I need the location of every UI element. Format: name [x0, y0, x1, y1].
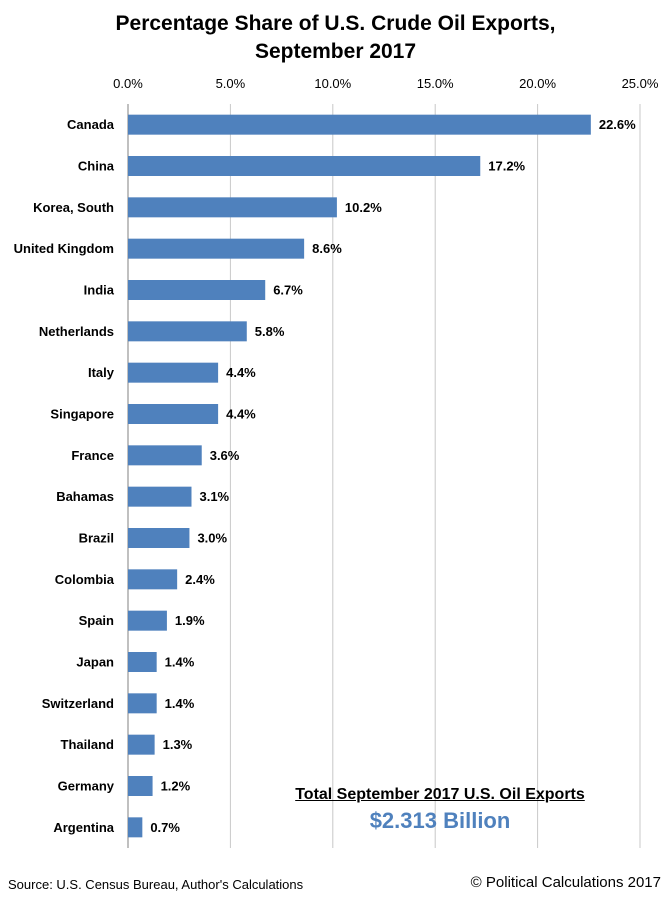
bar [128, 197, 337, 218]
x-tick-label: 25.0% [622, 76, 659, 91]
bar [128, 321, 247, 342]
category-label: Canada [67, 117, 115, 132]
data-label: 3.0% [197, 531, 227, 546]
source-note: Source: U.S. Census Bureau, Author's Cal… [8, 877, 304, 892]
data-label: 1.2% [161, 779, 191, 794]
category-label: Bahamas [56, 489, 114, 504]
data-label: 17.2% [488, 159, 525, 174]
data-label: 8.6% [312, 241, 342, 256]
data-label: 1.9% [175, 613, 205, 628]
credit-note: © Political Calculations 2017 [470, 874, 661, 891]
total-exports-label: Total September 2017 U.S. Oil Exports [295, 786, 585, 803]
bar [128, 569, 178, 590]
category-label: France [71, 448, 114, 463]
x-tick-label: 20.0% [519, 76, 556, 91]
chart-title-line1: Percentage Share of U.S. Crude Oil Expor… [115, 12, 556, 35]
bar [128, 445, 202, 466]
data-label: 4.4% [226, 365, 256, 380]
bar [128, 114, 591, 135]
bar [128, 362, 219, 383]
chart-title: Percentage Share of U.S. Crude Oil Expor… [0, 10, 671, 66]
bar [128, 817, 143, 838]
x-tick-label: 5.0% [216, 76, 246, 91]
category-label: Netherlands [39, 324, 114, 339]
bar [128, 693, 157, 714]
category-label: India [84, 283, 115, 298]
total-exports-annotation: Total September 2017 U.S. Oil Exports $2… [270, 786, 610, 834]
category-label: Argentina [53, 820, 114, 835]
category-label: Spain [79, 613, 114, 628]
bar [128, 486, 192, 507]
data-label: 22.6% [599, 117, 636, 132]
category-label: China [78, 159, 115, 174]
bar [128, 776, 153, 796]
data-label: 5.8% [255, 324, 285, 339]
data-label: 10.2% [345, 200, 382, 215]
data-label: 3.1% [199, 489, 229, 504]
bar [128, 652, 157, 672]
bar [128, 734, 155, 755]
category-label: Italy [88, 365, 115, 380]
data-label: 2.4% [185, 572, 215, 587]
data-label: 4.4% [226, 407, 256, 422]
data-label: 1.3% [163, 737, 193, 752]
total-exports-value: $2.313 Billion [369, 808, 511, 833]
bar [128, 610, 167, 631]
x-tick-label: 10.0% [314, 76, 351, 91]
chart-title-line2: September 2017 [254, 40, 417, 63]
category-label: Brazil [79, 531, 114, 546]
bar [128, 404, 219, 424]
category-label: United Kingdom [14, 241, 114, 256]
category-label: Thailand [61, 737, 115, 752]
bar [128, 280, 266, 300]
category-label: Germany [58, 779, 115, 794]
category-label: Singapore [50, 407, 114, 422]
category-label: Switzerland [42, 696, 114, 711]
data-label: 1.4% [165, 655, 195, 670]
bar [128, 156, 481, 176]
category-label: Colombia [55, 572, 115, 587]
data-label: 6.7% [273, 283, 303, 298]
x-tick-label: 15.0% [417, 76, 454, 91]
data-label: 3.6% [210, 448, 240, 463]
bar [128, 238, 305, 259]
data-label: 0.7% [150, 820, 180, 835]
category-label: Japan [76, 655, 114, 670]
category-label: Korea, South [33, 200, 114, 215]
bar [128, 528, 190, 548]
x-tick-label: 0.0% [113, 76, 143, 91]
data-label: 1.4% [165, 696, 195, 711]
